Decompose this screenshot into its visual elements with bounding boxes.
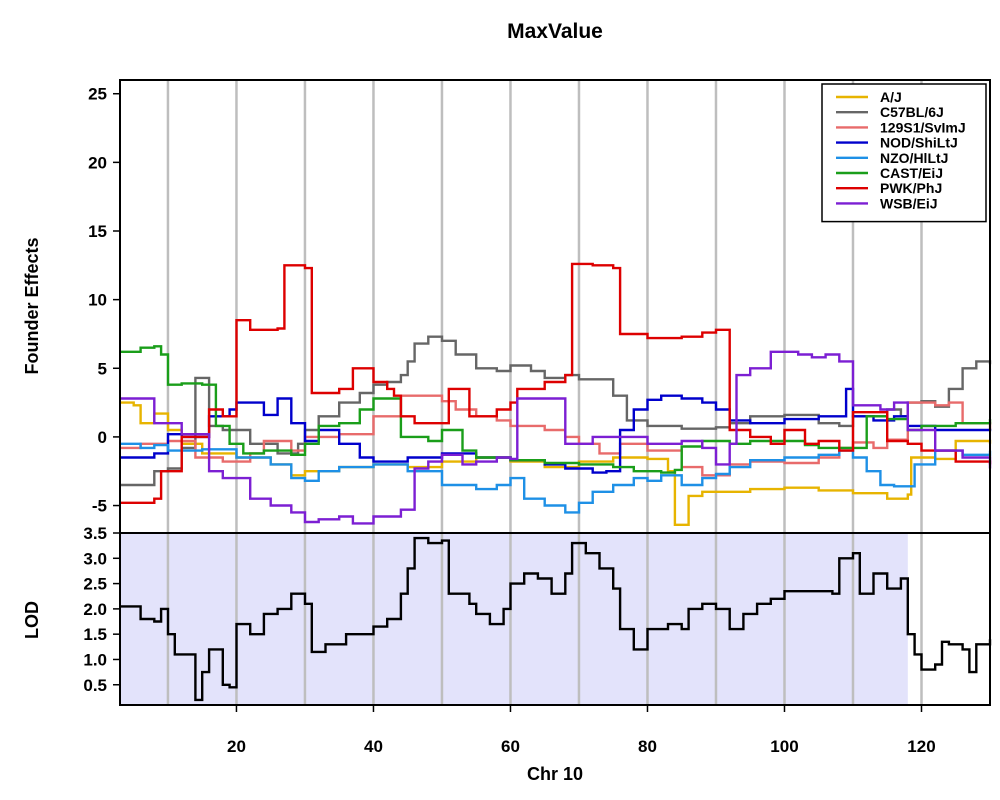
x-tick-label: 120 (907, 737, 935, 756)
lod-y-tick-label: 2.0 (83, 600, 107, 619)
legend-label-c57bl-6j: C57BL/6J (880, 104, 944, 120)
legend-box (821, 83, 987, 223)
legend-label-a-j: A/J (880, 89, 902, 105)
lod-y-tick-label: 1.5 (83, 625, 107, 644)
effects-series-pwk-phj (120, 262, 992, 504)
effects-y-tick-label: 10 (88, 291, 107, 310)
legend-label-nzo-hlltj: NZO/HlLtJ (880, 150, 948, 166)
legend-label-nod-shiltj: NOD/ShiLtJ (880, 135, 958, 151)
effects-y-axis-title: Founder Effects (22, 237, 42, 374)
effects-y-tick-label: -5 (92, 497, 107, 516)
lod-y-tick-label: 2.5 (83, 575, 107, 594)
x-tick-label: 40 (364, 737, 383, 756)
x-tick-label: 20 (227, 737, 246, 756)
x-axis-title: Chr 10 (527, 764, 583, 784)
effects-series-nod-shiltj (120, 387, 992, 474)
lod-y-tick-label: 0.5 (83, 676, 107, 695)
legend-label-129s1-svimj: 129S1/SvImJ (880, 119, 966, 135)
effects-series-cast-eij (120, 345, 992, 474)
legend-label-pwk-phj: PWK/PhJ (880, 180, 942, 196)
effects-y-tick-label: 20 (88, 153, 107, 172)
legend-label-wsb-eij: WSB/EiJ (880, 195, 938, 211)
series-layer (120, 262, 992, 702)
effects-series-wsb-eij (120, 350, 992, 525)
effects-y-tick-label: 25 (88, 85, 107, 104)
effects-y-tick-label: 0 (98, 428, 107, 447)
effects-y-tick-label: 15 (88, 222, 107, 241)
effects-series-a-j (120, 401, 992, 526)
effects-y-tick-label: 5 (98, 359, 107, 378)
x-tick-label: 100 (770, 737, 798, 756)
lod-panel-frame (119, 532, 991, 706)
lod-shaded-region (120, 533, 908, 705)
effects-series-nzo-hlltj (120, 442, 992, 514)
legend-label-cast-eij: CAST/EiJ (880, 165, 943, 181)
x-tick-label: 80 (638, 737, 657, 756)
axes-layer: -5 0 5 10 15 20 25 0.5 1.0 1.5 2.0 2.5 3.0 3.5 20 40 60 8… (83, 79, 991, 756)
lod-y-tick-label: 1.0 (83, 650, 107, 669)
grid-layer (120, 80, 923, 705)
lod-series-lod (120, 536, 992, 702)
chart-title: MaxValue (507, 20, 603, 43)
lod-y-axis-title: LOD (22, 601, 42, 639)
effects-series-129s1-svimj (120, 394, 992, 477)
x-tick-label: 60 (501, 737, 520, 756)
lod-y-tick-label: 3.5 (83, 524, 107, 543)
legend: A/JC57BL/6J129S1/SvImJNOD/ShiLtJNZO/HlLt… (821, 83, 987, 223)
lod-y-tick-label: 3.0 (83, 549, 107, 568)
